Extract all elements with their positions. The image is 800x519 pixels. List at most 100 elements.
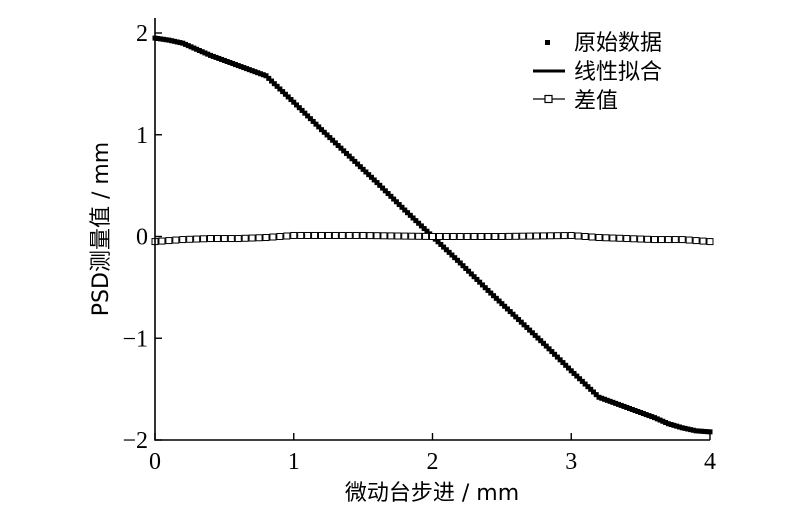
raw-data-point — [210, 53, 216, 59]
difference-point — [165, 237, 173, 245]
difference-point — [671, 236, 679, 244]
raw-data-point — [602, 396, 608, 402]
difference-point — [213, 235, 221, 243]
difference-point — [505, 232, 513, 240]
raw-data-point — [169, 38, 175, 44]
difference-point — [692, 237, 700, 245]
raw-data-point — [252, 69, 258, 75]
difference-point — [387, 232, 395, 240]
legend: 原始数据 线性拟合 差值 — [533, 31, 662, 114]
raw-data-point — [257, 71, 263, 77]
raw-data-point — [205, 51, 211, 57]
raw-data-point — [613, 400, 619, 406]
x-tick-label: 3 — [565, 449, 577, 475]
raw-data-point — [213, 54, 219, 60]
raw-data-point — [621, 403, 627, 409]
raw-data-point — [690, 427, 696, 433]
difference-series — [151, 231, 714, 246]
difference-point — [311, 231, 319, 239]
difference-point — [706, 238, 714, 246]
x-tick-labels: 0 1 2 3 4 — [149, 449, 716, 475]
difference-point — [442, 233, 450, 240]
difference-point — [408, 232, 416, 240]
difference-point — [616, 234, 624, 242]
raw-data-point — [188, 44, 194, 50]
difference-point — [574, 232, 582, 240]
raw-data-point — [244, 66, 250, 72]
legend-item-raw-data: 原始数据 — [545, 31, 662, 56]
raw-data-point — [638, 410, 644, 416]
raw-data-point — [674, 423, 680, 429]
raw-data-point — [235, 63, 241, 69]
difference-point — [644, 235, 652, 243]
raw-data-point — [166, 37, 172, 43]
raw-data-point — [224, 58, 230, 64]
difference-point — [699, 237, 707, 245]
difference-point — [380, 232, 388, 240]
y-tick-label: −1 — [122, 326, 148, 352]
raw-data-point — [627, 405, 633, 411]
raw-data-point — [604, 397, 610, 403]
raw-data-point — [171, 38, 177, 44]
difference-point — [685, 236, 693, 244]
x-tick-label: 4 — [704, 449, 716, 475]
difference-point — [241, 234, 249, 242]
raw-data-point — [665, 421, 671, 427]
raw-data-point — [180, 40, 186, 46]
difference-point — [318, 231, 325, 239]
difference-point — [290, 231, 298, 239]
raw-data-point — [649, 414, 655, 420]
raw-data-point — [194, 46, 200, 52]
raw-data-point — [232, 62, 238, 68]
raw-data-point — [654, 416, 660, 422]
difference-point — [234, 235, 242, 243]
difference-point — [262, 234, 270, 242]
difference-point — [567, 231, 575, 239]
y-tick-label: 2 — [136, 21, 148, 47]
raw-data-point — [607, 398, 613, 404]
raw-data-point — [688, 427, 694, 433]
difference-point — [470, 233, 478, 240]
raw-data-point — [246, 67, 252, 73]
raw-data-point — [160, 36, 166, 42]
raw-data-point — [707, 429, 713, 435]
raw-data-point — [158, 36, 164, 42]
difference-point — [637, 235, 645, 243]
raw-data-point — [652, 415, 657, 421]
difference-point — [227, 235, 235, 243]
raw-data-point — [221, 57, 227, 63]
raw-data-point — [668, 422, 674, 428]
x-tick-label: 1 — [288, 449, 300, 475]
difference-point — [477, 233, 485, 240]
raw-data-point — [693, 428, 699, 434]
y-tick-label: 1 — [136, 123, 148, 149]
raw-data-point — [696, 428, 702, 434]
raw-data-point — [199, 49, 205, 55]
legend-marker-raw — [545, 40, 550, 45]
difference-point — [526, 232, 534, 240]
raw-data-point — [682, 425, 688, 431]
legend-item-linear-fit: 线性拟合 — [533, 60, 662, 85]
raw-data-point — [685, 426, 691, 432]
difference-point — [366, 232, 374, 240]
raw-data-point — [196, 48, 202, 54]
difference-point — [678, 236, 686, 244]
difference-point — [657, 236, 665, 244]
difference-point — [179, 236, 187, 244]
raw-data-point — [679, 425, 685, 431]
y-tick-label: 0 — [136, 225, 148, 251]
difference-point — [415, 232, 423, 240]
raw-data-point — [701, 428, 707, 434]
difference-point — [401, 232, 409, 240]
raw-data-point — [216, 55, 222, 61]
difference-point — [609, 234, 617, 242]
raw-data-point — [183, 41, 189, 47]
y-tick-label: −2 — [122, 428, 148, 454]
difference-point — [186, 235, 194, 243]
difference-point — [512, 232, 520, 240]
difference-point — [664, 236, 672, 244]
raw-data-point — [230, 61, 236, 67]
difference-point — [581, 233, 589, 240]
x-tick-label: 2 — [427, 449, 439, 475]
legend-marker-diff — [544, 94, 553, 104]
